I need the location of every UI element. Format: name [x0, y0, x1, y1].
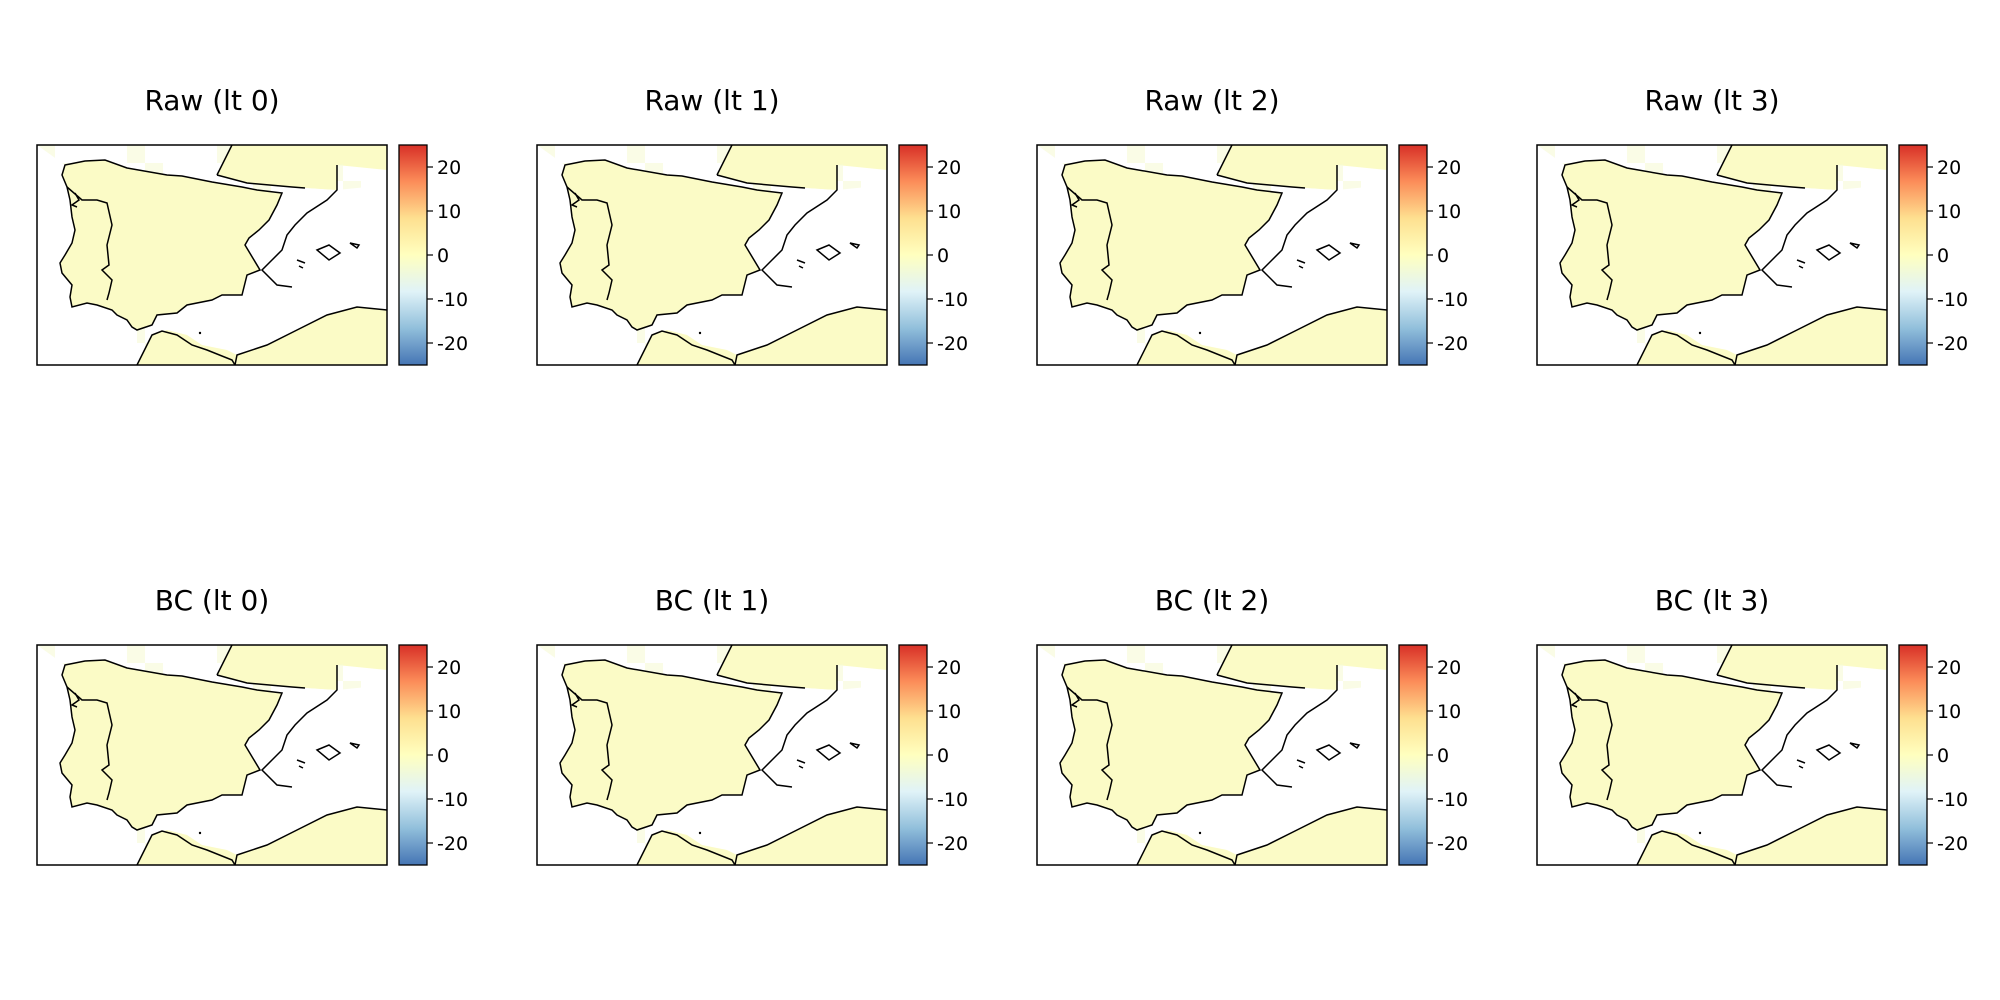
colorbar-tick-label: 0	[1437, 245, 1449, 267]
panel-bc-lt-0: BC (lt 0) 20 10 0 -10 -20	[36, 584, 468, 866]
coastlines	[59, 145, 387, 365]
colorbar-tick-label: 20	[1437, 157, 1461, 179]
colorbar-raw-lt-1: 20 10 0 -10 -20	[898, 144, 968, 366]
colorbar-tick-label: -10	[1937, 789, 1968, 811]
map-bc-lt-1	[536, 644, 888, 866]
colorbar-tick-label: 10	[1937, 201, 1961, 223]
colorbar-tick-label: 20	[1437, 657, 1461, 679]
colorbar-tick-label: -10	[937, 789, 968, 811]
map-raw-lt-0	[36, 144, 388, 366]
colorbar-tick-label: 20	[437, 157, 461, 179]
colorbar-bc-lt-0: 20 10 0 -10 -20	[398, 644, 468, 866]
colorbar-tick-label: -10	[1437, 789, 1468, 811]
coastlines	[1059, 145, 1387, 365]
colorbar-tick-label: -10	[1437, 289, 1468, 311]
panel-bc-lt-2: BC (lt 2) 20 10 0 -10 -20	[1036, 584, 1468, 866]
colorbar-tick-label: -10	[937, 289, 968, 311]
map-frame	[36, 644, 388, 866]
colorbar-tick-label: 10	[1937, 701, 1961, 723]
panel-bc-lt-3: BC (lt 3) 20 10 0 -10 -20	[1536, 584, 1968, 866]
panel-title: Raw (lt 3)	[1644, 84, 1779, 117]
colorbar-tick-label: 20	[1937, 157, 1961, 179]
colorbar-tick-label: 0	[1937, 745, 1949, 767]
colorbar-tick-label: 0	[937, 245, 949, 267]
colorbar-tick-label: 10	[937, 701, 961, 723]
colorbar-tick-label: 0	[937, 745, 949, 767]
coastlines	[59, 645, 387, 865]
colorbar-tick-label: 20	[1937, 657, 1961, 679]
colorbar-gradient	[1398, 644, 1428, 866]
colorbar-bc-lt-1: 20 10 0 -10 -20	[898, 644, 968, 866]
coastlines	[1559, 645, 1887, 865]
colorbar-raw-lt-2: 20 10 0 -10 -20	[1398, 144, 1468, 366]
colorbar-tick-label: 0	[437, 745, 449, 767]
map-bc-lt-3	[1536, 644, 1888, 866]
map-frame	[1536, 644, 1888, 866]
colorbar-tick-label: -20	[1437, 333, 1468, 355]
coastlines	[1559, 145, 1887, 365]
colorbar-bc-lt-3: 20 10 0 -10 -20	[1898, 644, 1968, 866]
map-bc-lt-2	[1036, 644, 1388, 866]
colorbar-tick-label: 20	[937, 157, 961, 179]
map-frame	[536, 144, 888, 366]
colorbar-tick-label: 10	[437, 201, 461, 223]
colorbar-gradient	[1898, 144, 1928, 366]
colorbar-gradient	[1898, 644, 1928, 866]
panel-title: Raw (lt 1)	[644, 84, 779, 117]
colorbar-raw-lt-3: 20 10 0 -10 -20	[1898, 144, 1968, 366]
colorbar-gradient	[398, 144, 428, 366]
colorbar-tick-label: -10	[437, 289, 468, 311]
colorbar-tick-label: 20	[937, 657, 961, 679]
panel-bc-lt-1: BC (lt 1) 20 10 0 -10 -20	[536, 584, 968, 866]
map-frame	[536, 644, 888, 866]
panel-raw-lt-2: Raw (lt 2) 20 10 0 -10 -20	[1036, 84, 1468, 366]
colorbar-tick-label: 10	[1437, 701, 1461, 723]
map-bc-lt-0	[36, 644, 388, 866]
colorbar-tick-label: -20	[437, 833, 468, 855]
panel-title: BC (lt 3)	[1655, 584, 1770, 617]
panel-title: Raw (lt 2)	[1144, 84, 1279, 117]
panel-title: BC (lt 2)	[1155, 584, 1270, 617]
colorbar-tick-label: 10	[937, 201, 961, 223]
colorbar-tick-label: -10	[1937, 289, 1968, 311]
panel-title: BC (lt 0)	[155, 584, 270, 617]
map-frame	[1536, 144, 1888, 366]
colorbar-tick-label: -20	[937, 333, 968, 355]
panel-title: BC (lt 1)	[655, 584, 770, 617]
panel-raw-lt-0: Raw (lt 0) 20 10 0 -10 -20	[36, 84, 468, 366]
colorbar-raw-lt-0: 20 10 0 -10 -20	[398, 144, 468, 366]
colorbar-gradient	[898, 644, 928, 866]
map-frame	[36, 144, 388, 366]
colorbar-tick-label: 0	[1437, 745, 1449, 767]
map-frame	[1036, 644, 1388, 866]
colorbar-tick-label: 0	[437, 245, 449, 267]
coastlines	[559, 145, 887, 365]
panel-raw-lt-3: Raw (lt 3) 20 10 0 -10 -20	[1536, 84, 1968, 366]
map-raw-lt-1	[536, 144, 888, 366]
colorbar-tick-label: 10	[1437, 201, 1461, 223]
colorbar-bc-lt-2: 20 10 0 -10 -20	[1398, 644, 1468, 866]
colorbar-tick-label: -20	[1937, 833, 1968, 855]
colorbar-tick-label: -20	[937, 833, 968, 855]
panel-grid: Raw (lt 0) 20 10 0 -10 -20 Raw (lt 1) 20 10 0 -10 -…	[36, 84, 1968, 866]
colorbar-tick-label: -20	[1937, 333, 1968, 355]
colorbar-tick-label: -20	[1437, 833, 1468, 855]
colorbar-tick-label: -10	[437, 789, 468, 811]
colorbar-gradient	[398, 644, 428, 866]
coastlines	[559, 645, 887, 865]
colorbar-gradient	[1398, 144, 1428, 366]
coastlines	[1059, 645, 1387, 865]
panel-title: Raw (lt 0)	[144, 84, 279, 117]
colorbar-gradient	[898, 144, 928, 366]
map-raw-lt-2	[1036, 144, 1388, 366]
map-raw-lt-3	[1536, 144, 1888, 366]
colorbar-tick-label: -20	[437, 333, 468, 355]
colorbar-tick-label: 0	[1937, 245, 1949, 267]
colorbar-tick-label: 10	[437, 701, 461, 723]
colorbar-tick-label: 20	[437, 657, 461, 679]
panel-raw-lt-1: Raw (lt 1) 20 10 0 -10 -20	[536, 84, 968, 366]
map-frame	[1036, 144, 1388, 366]
